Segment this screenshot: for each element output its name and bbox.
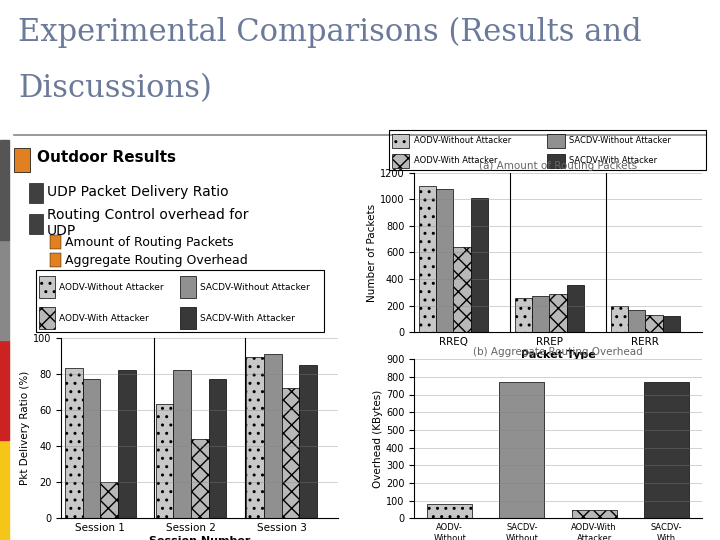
Bar xyxy=(50,235,60,249)
Bar xyxy=(644,382,689,518)
Text: Aggregate Routing Overhead: Aggregate Routing Overhead xyxy=(66,254,248,267)
Text: AODV-With Attacker: AODV-With Attacker xyxy=(59,314,149,322)
Bar xyxy=(645,315,662,332)
Bar xyxy=(547,134,564,148)
Bar xyxy=(174,370,191,518)
Bar xyxy=(83,379,100,518)
Bar xyxy=(282,388,300,518)
Text: Outdoor Results: Outdoor Results xyxy=(37,150,176,165)
Bar xyxy=(549,294,567,332)
Bar xyxy=(547,154,564,168)
Bar xyxy=(532,295,549,332)
Text: SACDV-Without Attacker: SACDV-Without Attacker xyxy=(200,282,310,292)
Bar xyxy=(39,276,55,298)
Text: SACDV-With Attacker: SACDV-With Attacker xyxy=(570,157,657,165)
Bar xyxy=(39,307,55,329)
Bar xyxy=(246,357,264,518)
Text: UDP Packet Delivery Ratio: UDP Packet Delivery Ratio xyxy=(47,185,229,199)
Bar xyxy=(572,510,617,518)
Bar xyxy=(418,186,436,332)
Text: AODV-Without Attacker: AODV-Without Attacker xyxy=(59,282,163,292)
Bar xyxy=(436,189,454,332)
Bar xyxy=(515,298,532,332)
Bar xyxy=(156,404,174,518)
Y-axis label: Number of Packets: Number of Packets xyxy=(367,204,377,301)
Bar xyxy=(392,134,410,148)
Bar xyxy=(611,306,628,332)
Bar xyxy=(100,482,118,518)
Bar xyxy=(454,247,471,332)
Bar xyxy=(628,309,645,332)
Text: SACDV-With Attacker: SACDV-With Attacker xyxy=(200,314,295,322)
Bar xyxy=(427,504,472,518)
Bar xyxy=(567,285,584,332)
Text: Experimental Comparisons (Results and: Experimental Comparisons (Results and xyxy=(18,17,642,48)
Bar xyxy=(180,276,196,298)
Y-axis label: Overhead (KBytes): Overhead (KBytes) xyxy=(373,390,383,488)
Bar xyxy=(471,198,488,332)
Bar xyxy=(0,340,9,440)
X-axis label: Packet Type: Packet Type xyxy=(521,350,595,360)
Bar xyxy=(65,368,83,518)
Bar xyxy=(0,140,9,240)
Y-axis label: Pkt Delivery Ratio (%): Pkt Delivery Ratio (%) xyxy=(20,371,30,485)
Bar xyxy=(191,439,209,518)
Text: Discussions): Discussions) xyxy=(18,73,212,104)
X-axis label: Session Number: Session Number xyxy=(149,536,251,540)
Bar xyxy=(50,253,60,267)
Bar xyxy=(499,382,544,518)
Bar xyxy=(118,370,135,518)
Title: (b) Aggregate Routing Overhead: (b) Aggregate Routing Overhead xyxy=(473,347,643,357)
Bar xyxy=(0,240,9,340)
Text: Routing Control overhead for
UDP: Routing Control overhead for UDP xyxy=(47,208,248,239)
Text: AODV-With Attacker: AODV-With Attacker xyxy=(414,157,498,165)
Text: AODV-Without Attacker: AODV-Without Attacker xyxy=(414,136,511,145)
Bar xyxy=(300,364,317,518)
Bar xyxy=(14,148,30,172)
Text: SACDV-Without Attacker: SACDV-Without Attacker xyxy=(570,136,671,145)
Title: (a) Amount of Routing Packets: (a) Amount of Routing Packets xyxy=(479,160,637,171)
Bar xyxy=(209,379,226,518)
Bar xyxy=(0,440,9,540)
Text: Amount of Routing Packets: Amount of Routing Packets xyxy=(66,235,234,248)
Bar xyxy=(392,154,410,168)
Bar xyxy=(29,214,42,234)
Bar xyxy=(29,183,42,202)
Bar xyxy=(264,354,282,518)
Bar xyxy=(662,316,680,332)
Bar xyxy=(180,307,196,329)
